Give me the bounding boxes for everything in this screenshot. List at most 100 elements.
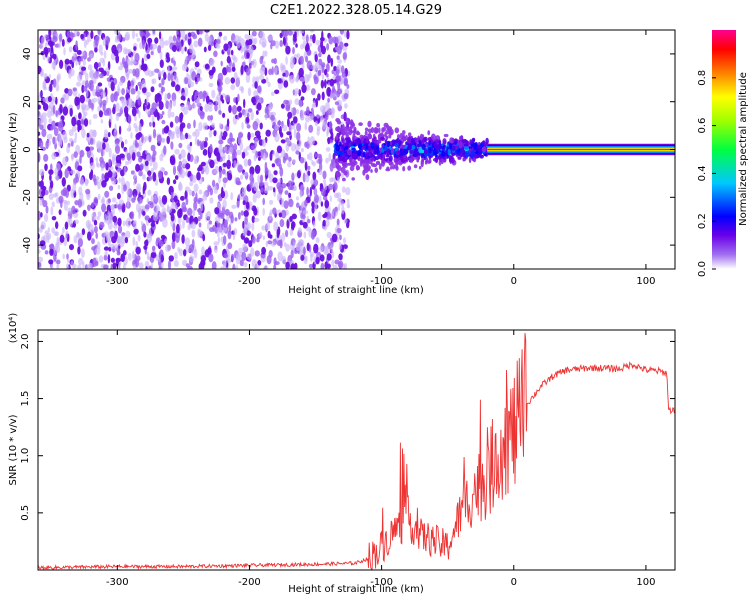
heatmap-cell bbox=[45, 232, 52, 240]
heatmap-cell bbox=[365, 159, 369, 164]
heatmap-cell bbox=[213, 50, 218, 58]
heatmap-cell bbox=[322, 170, 327, 180]
heatmap-cell bbox=[277, 120, 282, 126]
heatmap-cell bbox=[274, 133, 280, 143]
heatmap-cell bbox=[208, 253, 214, 263]
heatmap-cell bbox=[148, 175, 153, 181]
heatmap-cell bbox=[111, 170, 117, 178]
heatmap-cell bbox=[251, 215, 255, 224]
heatmap-cell bbox=[171, 239, 176, 250]
heatmap-cell bbox=[313, 179, 319, 187]
heatmap-cell bbox=[338, 253, 343, 261]
heatmap-cell bbox=[91, 238, 95, 245]
heatmap-cell bbox=[79, 192, 84, 201]
heatmap-cell bbox=[138, 123, 142, 132]
heatmap-cell bbox=[82, 59, 87, 66]
heatmap-cell bbox=[173, 195, 178, 203]
heatmap-cell bbox=[133, 228, 139, 235]
heatmap-cell bbox=[189, 141, 193, 147]
heatmap-cell bbox=[302, 221, 308, 229]
heatmap-cell bbox=[52, 53, 57, 60]
heatmap-cell bbox=[98, 44, 103, 54]
heatmap-cell bbox=[50, 163, 53, 171]
heatmap-cell bbox=[273, 221, 279, 232]
heatmap-cell bbox=[193, 119, 196, 129]
heatmap-cell bbox=[314, 54, 318, 63]
heatmap-cell bbox=[247, 87, 252, 97]
heatmap-cell bbox=[43, 116, 47, 126]
heatmap-cell bbox=[370, 156, 375, 162]
heatmap-cell bbox=[217, 212, 223, 218]
heatmap-cell bbox=[276, 182, 282, 190]
heatmap-cell bbox=[309, 34, 313, 40]
heatmap-cell bbox=[81, 228, 86, 236]
heatmap-cell bbox=[228, 224, 232, 232]
heatmap-cell bbox=[166, 177, 171, 185]
heatmap-cell bbox=[182, 218, 185, 229]
heatmap-cell bbox=[264, 112, 268, 121]
heatmap-cell bbox=[307, 219, 311, 224]
heatmap-cell bbox=[315, 98, 319, 108]
heatmap-marks bbox=[38, 30, 675, 269]
heatmap-cell bbox=[209, 197, 214, 204]
heatmap-cell bbox=[218, 139, 224, 145]
heatmap-cell bbox=[273, 170, 278, 176]
heatmap-cell bbox=[190, 221, 197, 230]
heatmap-cell bbox=[231, 54, 236, 61]
heatmap-cell bbox=[283, 200, 289, 209]
heatmap-cell bbox=[165, 52, 170, 60]
heatmap-cell bbox=[364, 127, 369, 132]
heatmap-cell bbox=[323, 178, 326, 184]
heatmap-cell bbox=[260, 252, 266, 263]
heatmap-cell bbox=[281, 30, 288, 37]
heatmap-cell bbox=[382, 153, 386, 159]
heatmap-cell bbox=[58, 209, 62, 216]
heatmap-cell bbox=[261, 78, 267, 84]
heatmap-cell bbox=[340, 200, 345, 207]
heatmap-cell bbox=[458, 140, 464, 148]
snr-x-axis-label: Height of straight line (km) bbox=[288, 584, 424, 595]
heatmap-cell bbox=[136, 108, 139, 114]
heatmap-cell bbox=[398, 159, 401, 165]
heatmap-cell bbox=[128, 69, 134, 74]
heatmap-cell bbox=[125, 230, 131, 239]
heatmap-cell bbox=[385, 154, 390, 158]
heatmap-cell bbox=[280, 149, 286, 159]
heatmap-cell bbox=[218, 31, 223, 37]
heatmap-cell bbox=[100, 148, 104, 157]
heatmap-cell bbox=[173, 260, 179, 267]
heatmap-cell bbox=[100, 91, 107, 98]
heatmap-cell bbox=[322, 196, 328, 201]
snr-x-tick-label: 0 bbox=[511, 577, 517, 588]
heatmap-cell bbox=[267, 35, 273, 41]
heatmap-cell bbox=[110, 243, 115, 250]
heatmap-cell bbox=[59, 104, 63, 114]
heatmap-cell bbox=[150, 195, 154, 204]
heatmap-cell bbox=[132, 250, 135, 261]
heatmap-cell bbox=[114, 138, 120, 145]
heatmap-cell bbox=[209, 143, 213, 154]
heatmap-cell bbox=[245, 151, 249, 157]
heatmap-cell bbox=[323, 183, 328, 191]
heatmap-cell bbox=[381, 127, 385, 133]
heatmap-cell bbox=[340, 144, 345, 149]
heatmap-cell bbox=[305, 84, 311, 91]
heatmap-cell bbox=[236, 180, 242, 186]
heatmap-cell bbox=[226, 65, 229, 73]
heatmap-cell bbox=[279, 239, 283, 249]
heatmap-cell bbox=[254, 130, 261, 137]
heatmap-cell bbox=[246, 52, 250, 59]
heatmap-cell bbox=[59, 59, 64, 69]
colorbar-gradient bbox=[712, 30, 736, 269]
heatmap-cell bbox=[193, 248, 198, 259]
heatmap-cell bbox=[171, 232, 176, 242]
heatmap-cell bbox=[230, 77, 236, 84]
heatmap-cell bbox=[376, 123, 380, 128]
heatmap-cell bbox=[202, 233, 206, 242]
heatmap-cell bbox=[113, 129, 118, 139]
heatmap-cell bbox=[211, 179, 216, 187]
heatmap-cell bbox=[192, 131, 196, 137]
heatmap-cell bbox=[140, 221, 144, 227]
heatmap-cell bbox=[150, 51, 154, 56]
heatmap-cell bbox=[73, 138, 77, 144]
